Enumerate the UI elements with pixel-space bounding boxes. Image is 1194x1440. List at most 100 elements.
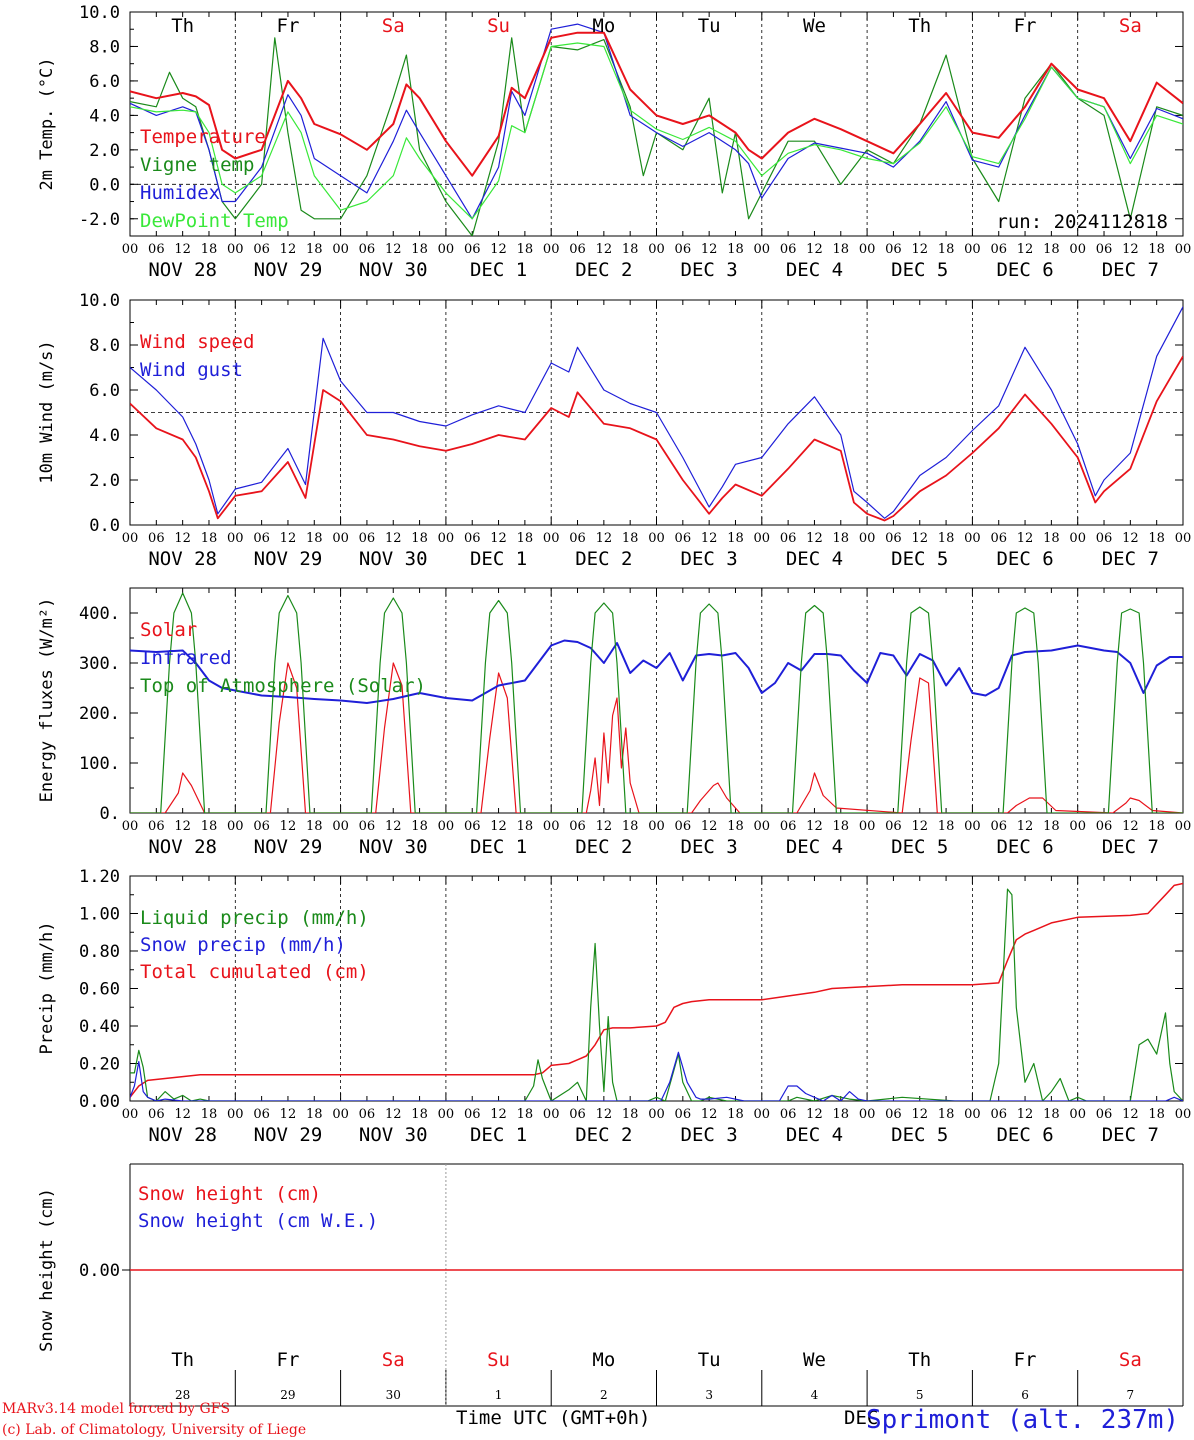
y-tick-label: 4.0 (89, 106, 120, 126)
hour-tick-label: 00 (754, 819, 771, 834)
hour-tick-label: 00 (648, 819, 665, 834)
y-axis-label: 2m Temp. (°C) (37, 57, 57, 190)
hour-tick-label: 00 (1069, 819, 1086, 834)
hour-tick-label: 12 (385, 531, 402, 546)
weekday-label: Mo (592, 1349, 615, 1371)
date-label: DEC 7 (1102, 836, 1159, 858)
hour-tick-label: 18 (411, 531, 428, 546)
hour-tick-label: 06 (675, 242, 692, 257)
date-label: DEC 2 (575, 1124, 632, 1146)
panel-frame (129, 11, 1184, 237)
hour-tick-label: 12 (806, 531, 823, 546)
hour-tick-label: 06 (885, 819, 902, 834)
footer: MARv3.14 model forced by GFS (c) Lab. of… (2, 1401, 1179, 1438)
date-label: NOV 29 (254, 1124, 323, 1146)
hour-tick-label: 12 (174, 819, 191, 834)
hour-tick-label: 06 (464, 819, 481, 834)
hour-tick-label: 00 (438, 242, 455, 257)
hour-tick-label: 06 (780, 1107, 797, 1122)
series-line-snow-precip-mm-h- (130, 1051, 1183, 1101)
hour-tick-label: 06 (990, 1107, 1007, 1122)
hour-tick-label: 00 (332, 531, 349, 546)
day-number-label: 7 (1127, 1388, 1135, 1402)
y-tick-label: 0.00 (79, 1092, 120, 1112)
weekday-label: Fr (277, 15, 300, 37)
hour-tick-label: 06 (675, 1107, 692, 1122)
hour-tick-label: 12 (174, 531, 191, 546)
date-label: NOV 28 (148, 1124, 217, 1146)
y-tick-label: 10.0 (79, 291, 120, 311)
hour-tick-label: 12 (806, 242, 823, 257)
hour-tick-label: 18 (727, 819, 744, 834)
legend-entry: Solar (140, 619, 197, 641)
hour-tick-label: 12 (911, 1107, 928, 1122)
hour-tick-label: 00 (754, 242, 771, 257)
hour-tick-label: 00 (1175, 242, 1192, 257)
weekday-label: Sa (382, 1349, 405, 1371)
y-tick-label: 10.0 (79, 3, 120, 23)
hour-tick-label: 00 (227, 1107, 244, 1122)
date-label: DEC 2 (575, 259, 632, 281)
date-label: DEC 4 (786, 259, 843, 281)
legend-entry: Wind gust (140, 359, 243, 381)
y-tick-label: 300. (79, 654, 120, 674)
date-label: DEC 4 (786, 836, 843, 858)
hour-tick-label: 18 (411, 242, 428, 257)
date-label: DEC 1 (470, 548, 527, 570)
hour-tick-label: 12 (174, 242, 191, 257)
date-label: DEC 2 (575, 548, 632, 570)
day-number-label: 30 (386, 1388, 401, 1402)
hour-tick-label: 00 (648, 242, 665, 257)
date-label: DEC 7 (1102, 259, 1159, 281)
day-number-label: 2 (600, 1388, 608, 1402)
hour-tick-label: 06 (990, 242, 1007, 257)
date-label: DEC 6 (996, 1124, 1053, 1146)
panel-frame (129, 587, 1184, 814)
hour-tick-label: 12 (806, 819, 823, 834)
hour-tick-label: 06 (990, 819, 1007, 834)
hour-tick-label: 12 (1017, 1107, 1034, 1122)
hour-tick-label: 06 (464, 531, 481, 546)
y-tick-label: 0.0 (89, 175, 120, 195)
weekday-label: Su (487, 15, 510, 37)
hour-tick-label: 18 (833, 242, 850, 257)
hour-tick-label: 12 (1122, 1107, 1139, 1122)
date-label: DEC 5 (891, 836, 948, 858)
hour-tick-label: 18 (938, 242, 955, 257)
y-tick-label: 0.40 (79, 1017, 120, 1037)
hour-tick-label: 00 (859, 531, 876, 546)
hour-tick-label: 18 (727, 1107, 744, 1122)
series-line-infrared (130, 639, 1183, 704)
date-label: NOV 29 (254, 836, 323, 858)
hour-tick-label: 18 (622, 1107, 639, 1122)
hour-tick-label: 06 (148, 819, 165, 834)
y-tick-label: 6.0 (89, 381, 120, 401)
legend-entry: Liquid precip (mm/h) (140, 907, 369, 929)
hour-tick-label: 06 (359, 531, 376, 546)
y-tick-label: 8.0 (89, 37, 120, 57)
hour-tick-label: 00 (438, 1107, 455, 1122)
date-label: NOV 28 (148, 836, 217, 858)
hour-tick-label: 18 (1043, 242, 1060, 257)
hour-tick-label: 18 (1148, 242, 1165, 257)
weekday-label: Th (908, 1349, 931, 1371)
hour-tick-label: 00 (964, 1107, 981, 1122)
hour-tick-label: 00 (1175, 819, 1192, 834)
y-tick-label: 1.00 (79, 905, 120, 925)
hour-tick-label: 00 (227, 531, 244, 546)
weekday-label: Th (171, 15, 194, 37)
hour-tick-label: 00 (648, 531, 665, 546)
y-tick-label: 0.80 (79, 942, 120, 962)
series-line-total-cumulated-cm- (130, 882, 1183, 1098)
panel-snow: 0.00 Snow height (cm) Snow height (cm W.E.… (37, 1163, 1184, 1407)
hour-tick-label: 12 (1017, 242, 1034, 257)
hour-tick-label: 18 (306, 531, 323, 546)
weekday-label: Fr (1014, 15, 1037, 37)
date-label: DEC 1 (470, 836, 527, 858)
hour-tick-label: 18 (306, 819, 323, 834)
hour-tick-label: 06 (780, 242, 797, 257)
hour-tick-label: 18 (1148, 819, 1165, 834)
hour-tick-label: 00 (438, 819, 455, 834)
date-label: DEC 3 (681, 836, 738, 858)
hour-tick-label: 06 (1096, 819, 1113, 834)
